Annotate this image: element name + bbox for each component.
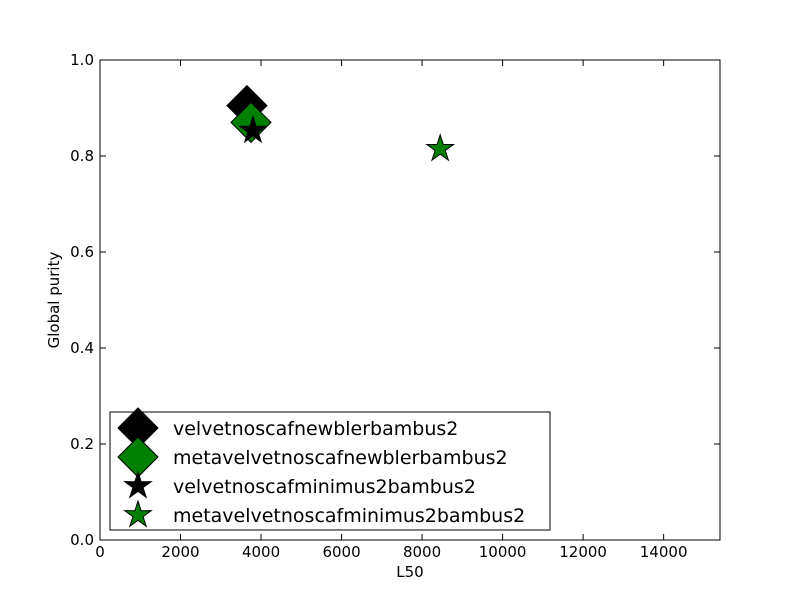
y-axis-label: Global purity [45, 252, 63, 349]
legend-label: velvetnoscafminimus2bambus2 [173, 476, 476, 498]
axis-ticks: 0 2000 4000 6000 8000 10000 12000 14000 0.0 0.2 0.… [70, 51, 720, 561]
x-tick-label: 14000 [640, 543, 688, 561]
x-tick-label: 2000 [161, 543, 199, 561]
x-tick-label: 0 [95, 543, 105, 561]
x-tick-label: 12000 [559, 543, 607, 561]
data-point-velvetnoscafminimus2bambus2 [238, 114, 268, 144]
legend-label: metavelvetnoscafnewblerbambus2 [173, 447, 508, 469]
legend-marker-metavelvetnoscafminimus2bambus2 [123, 499, 153, 528]
legend-box [109, 411, 551, 531]
y-tick-label: 0.8 [70, 147, 94, 165]
y-tick-label: 0.6 [70, 243, 94, 261]
y-tick-label: 0.2 [70, 435, 94, 453]
legend: velvetnoscafnewblerbambus2 metavelvetnosc… [109, 407, 551, 531]
data-point-metavelvetnoscafminimus2bambus2 [425, 133, 456, 162]
legend-marker-velvetnoscafminimus2bambus2 [123, 470, 153, 499]
x-tick-label: 6000 [322, 543, 360, 561]
legend-label: metavelvetnoscafminimus2bambus2 [173, 505, 525, 527]
plot-frame [99, 59, 721, 541]
y-tick-label: 0.4 [70, 339, 94, 357]
legend-label: velvetnoscafnewblerbambus2 [173, 418, 458, 440]
x-tick-label: 10000 [479, 543, 527, 561]
x-tick-label: 4000 [242, 543, 280, 561]
plot-marks [226, 84, 456, 162]
y-tick-label: 0.0 [70, 531, 94, 549]
x-tick-label: 8000 [403, 543, 441, 561]
y-tick-label: 1.0 [70, 51, 94, 69]
x-axis-label: L50 [396, 563, 423, 581]
